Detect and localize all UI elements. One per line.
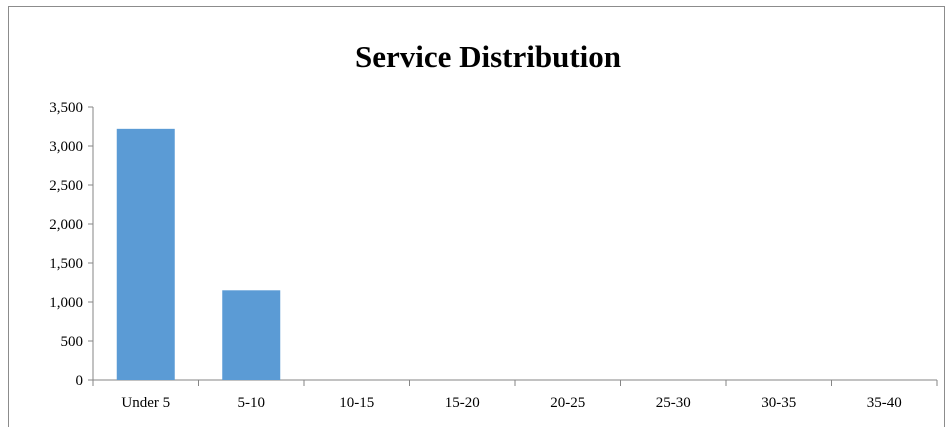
x-tick-label: 5-10 [238, 395, 266, 411]
x-tick-label: 10-15 [339, 395, 374, 411]
x-tick-label: 15-20 [445, 395, 480, 411]
bar [116, 128, 175, 380]
x-tick-label: 20-25 [550, 395, 585, 411]
x-tick-label: Under 5 [121, 395, 170, 411]
bar [222, 290, 281, 380]
y-tick-label: 500 [61, 334, 84, 350]
y-tick-label: 2,500 [49, 178, 83, 194]
bars [116, 128, 281, 380]
y-tick-label: 2,000 [49, 217, 83, 233]
y-tick-label: 3,500 [49, 100, 83, 116]
y-tick-label: 1,000 [49, 295, 83, 311]
y-tick-label: 3,000 [49, 139, 83, 155]
x-tick-labels: Under 5 5-10 10-15 15-20 20-25 25-30 30-35 35-4… [121, 395, 901, 411]
x-tick-label: 35-40 [867, 395, 902, 411]
y-tick-label: 0 [76, 373, 84, 389]
chart-title: Service Distribution [355, 39, 621, 74]
y-axis: 0 500 1,000 1,500 2,000 2,500 3,000 3,500 [49, 100, 94, 389]
x-tick-label: 30-35 [761, 395, 796, 411]
x-tick-label: 25-30 [656, 395, 691, 411]
x-axis [92, 379, 938, 386]
y-tick-label: 1,500 [49, 256, 83, 272]
